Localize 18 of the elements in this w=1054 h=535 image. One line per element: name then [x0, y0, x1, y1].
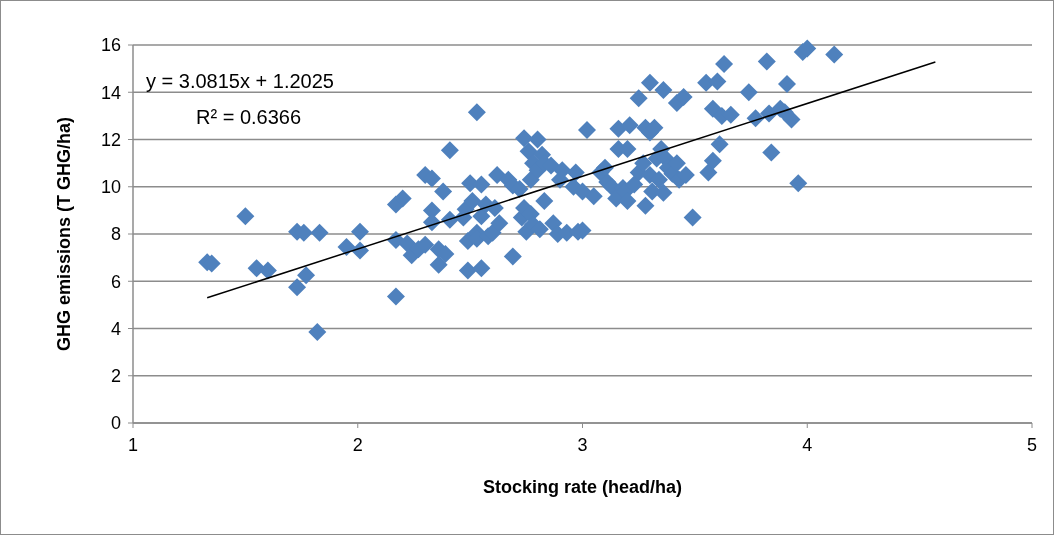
- y-tick-label: 14: [100, 82, 121, 103]
- x-tick-label: 2: [352, 435, 363, 455]
- annotation: R² = 0.6366: [196, 106, 302, 128]
- y-tick-label: 2: [110, 366, 121, 387]
- y-tick-label: 16: [100, 35, 121, 56]
- x-tick-label: 1: [127, 435, 139, 455]
- x-tick-label: 3: [577, 435, 588, 455]
- y-axis-title: GHG emissions (T GHG/ha): [54, 116, 74, 352]
- y-tick-label: 8: [110, 224, 121, 245]
- y-tick-label: 12: [100, 129, 121, 150]
- x-tick-label: 4: [802, 435, 813, 455]
- y-tick-label: 6: [110, 271, 121, 292]
- y-tick-label: 4: [110, 318, 121, 339]
- x-tick-label: 5: [1026, 435, 1038, 455]
- y-tick-label: 10: [100, 177, 121, 198]
- x-axis-title: Stocking rate (head/ha): [482, 477, 683, 497]
- annotation: y = 3.0815x + 1.2025: [146, 70, 334, 92]
- y-tick-label: 0: [110, 413, 121, 434]
